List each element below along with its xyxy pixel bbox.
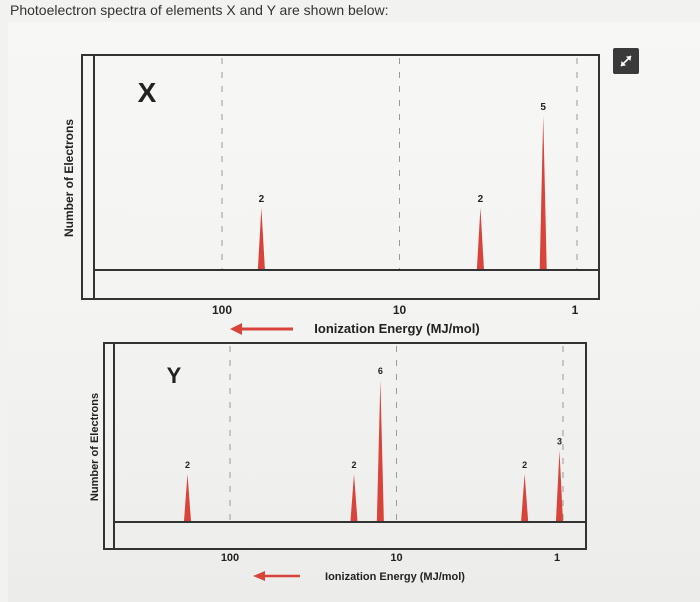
page-caption: Photoelectron spectra of elements X and … — [10, 2, 389, 18]
x-tick-label: 100 — [221, 552, 239, 564]
peak-mark — [476, 207, 484, 269]
peak-label: 2 — [522, 460, 527, 470]
x-tick-labels: 100 10 1 — [221, 552, 560, 564]
peak: 2 — [476, 194, 484, 269]
peak-mark — [376, 380, 384, 521]
chart-title: X — [138, 77, 157, 108]
gridlines — [229, 346, 564, 521]
x-axis-label: Ionization Energy (MJ/mol) — [314, 321, 479, 336]
peak-label: 3 — [557, 437, 562, 447]
peak-mark — [521, 474, 529, 521]
direction-arrow — [230, 323, 293, 335]
x-tick-label: 1 — [572, 303, 579, 317]
expand-arrows-icon — [620, 55, 632, 67]
peak-label: 2 — [478, 194, 484, 205]
peak-label: 5 — [540, 102, 546, 113]
x-axis-label: Ionization Energy (MJ/mol) — [325, 571, 465, 583]
y-axis-label: Number of Electrons — [62, 119, 76, 237]
x-tick-label: 100 — [212, 303, 232, 317]
peak-mark — [555, 450, 563, 521]
x-tick-label: 10 — [393, 303, 407, 317]
peak: 2 — [521, 460, 529, 521]
peaks: 2 2 6 2 3 — [183, 366, 563, 521]
peak-label: 2 — [351, 460, 356, 470]
peak: 2 — [350, 460, 358, 521]
frame-outer — [103, 342, 587, 550]
x-tick-labels: 100 10 1 — [212, 303, 579, 317]
peak-mark — [183, 474, 191, 521]
peak: 2 — [183, 460, 191, 521]
peak: 6 — [376, 366, 384, 521]
peak: 5 — [539, 102, 547, 269]
y-axis-label: Number of Electrons — [89, 393, 101, 501]
peak: 2 — [257, 194, 265, 269]
x-tick-label: 10 — [390, 552, 402, 564]
chart-title: Y — [167, 363, 182, 388]
x-tick-label: 1 — [554, 552, 560, 564]
peaks: 2 2 5 — [257, 102, 547, 269]
frame-outer — [81, 54, 600, 300]
peak-label: 6 — [378, 366, 383, 376]
peak: 3 — [555, 437, 563, 521]
peak-mark — [350, 474, 358, 521]
peak-label: 2 — [259, 194, 265, 205]
peak-mark — [539, 115, 547, 269]
direction-arrow — [253, 571, 300, 581]
peak-label: 2 — [185, 460, 190, 470]
expand-button[interactable] — [613, 48, 639, 74]
peak-mark — [257, 207, 265, 269]
